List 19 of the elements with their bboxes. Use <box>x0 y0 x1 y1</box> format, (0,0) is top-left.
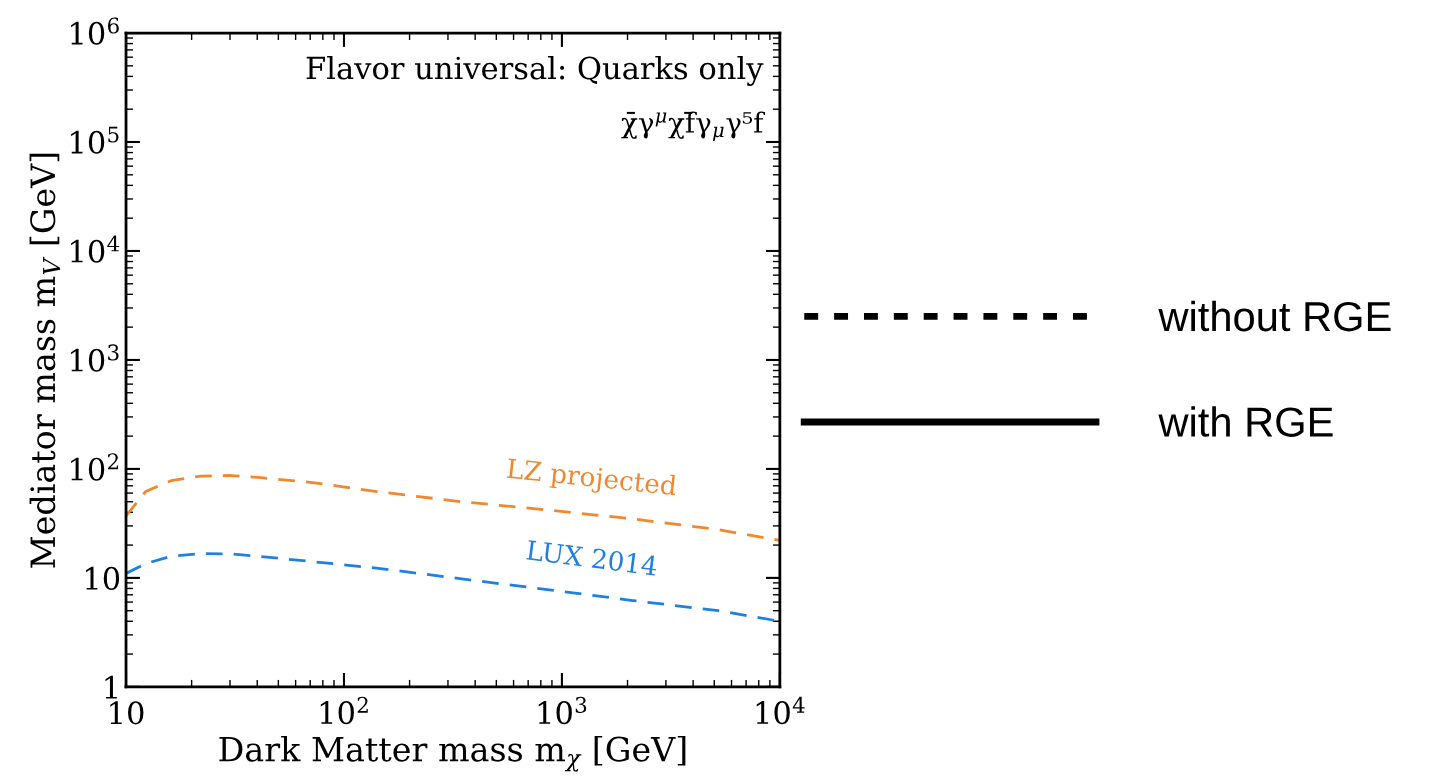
annotation: χ̄γ$^{μ}$χf̄γ$_{μ}$γ⁵f <box>621 111 766 141</box>
y-tick-label: 10$^{5}$ <box>71 126 119 154</box>
text: LUX 2014 <box>526 539 658 576</box>
legend-label: without RGE <box>1158 300 1391 332</box>
y-tick-label: 10$^{4}$ <box>71 235 120 263</box>
x-tick-label: 10$^{2}$ <box>320 696 368 725</box>
x-tick-label: 10$^{4}$ <box>756 696 805 725</box>
y-tick-label: 10$^{6}$ <box>71 17 119 45</box>
x-tick-label: 10$^{3}$ <box>538 696 587 725</box>
x-axis-title: Dark Matter mass m$_{χ}$ [GeV] <box>219 735 686 772</box>
y-tick-label: 1 <box>105 675 117 699</box>
y-tick-label: 10 <box>86 566 120 590</box>
y-tick-label: 10$^{3}$ <box>71 344 119 372</box>
y-axis-title: Mediator mass m$_{V}$ [GeV] <box>29 153 61 568</box>
y-tick-label: 10$^{2}$ <box>71 453 119 481</box>
text: LZ projected <box>506 457 678 501</box>
annotation: Flavor universal: Quarks only <box>306 55 764 86</box>
x-tick-label: 10 <box>110 701 144 725</box>
legend-label: with RGE <box>1158 406 1333 437</box>
